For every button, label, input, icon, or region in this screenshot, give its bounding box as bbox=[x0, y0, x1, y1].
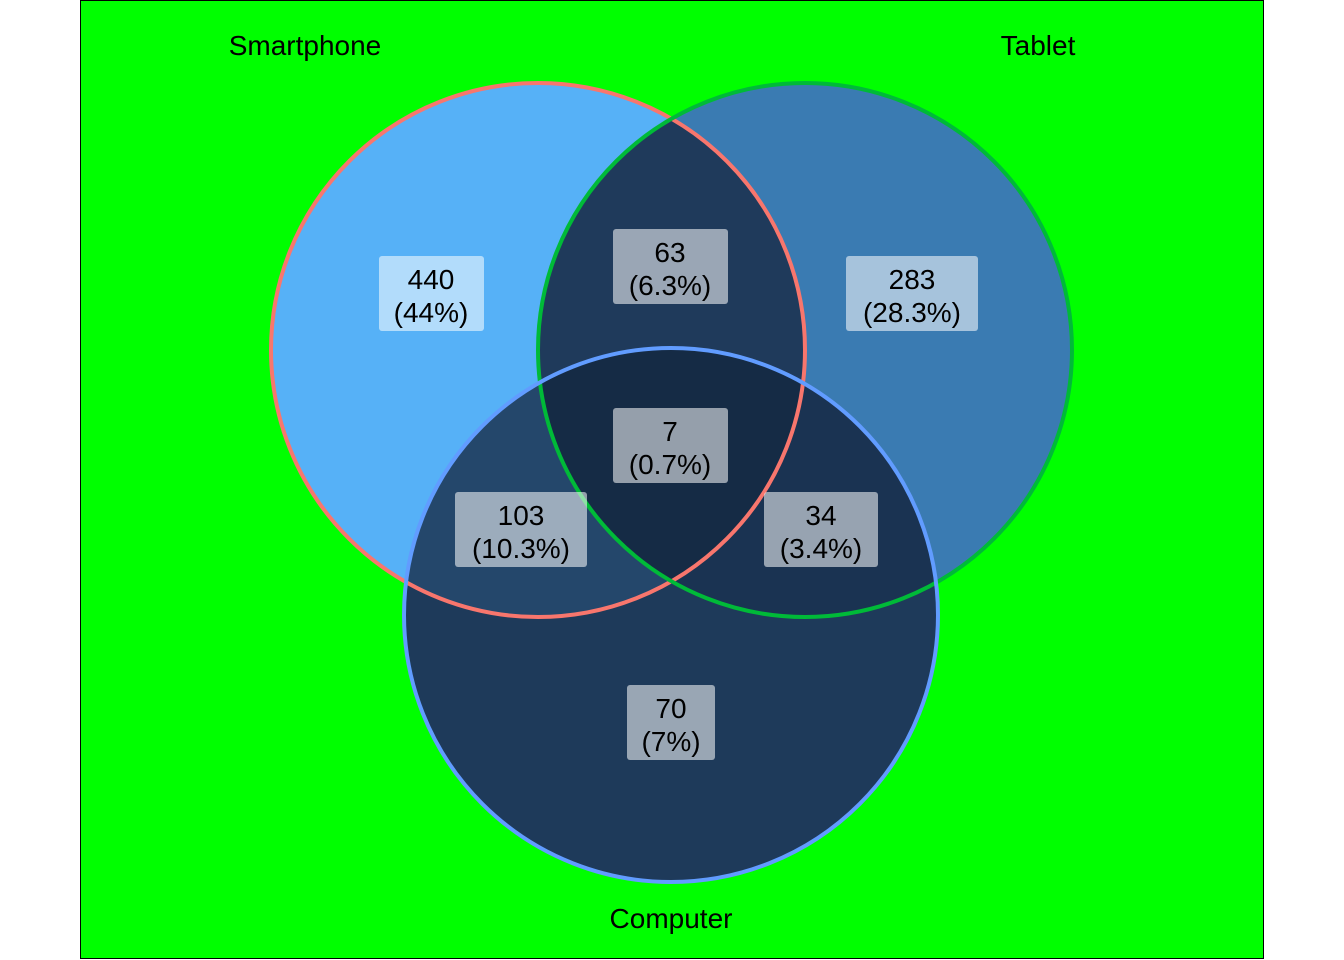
region-count: 63 bbox=[654, 237, 685, 268]
set-label-computer: Computer bbox=[610, 903, 733, 934]
region-label-all-three: 7 (0.7%) bbox=[613, 408, 728, 483]
region-label-box bbox=[455, 492, 587, 567]
region-percent: (28.3%) bbox=[863, 297, 961, 328]
region-count: 283 bbox=[889, 264, 936, 295]
set-label-tablet: Tablet bbox=[1001, 30, 1076, 61]
region-label-smartphone-tablet: 63 (6.3%) bbox=[613, 229, 728, 304]
region-label-box bbox=[613, 408, 728, 483]
region-count: 440 bbox=[408, 264, 455, 295]
region-count: 34 bbox=[805, 500, 836, 531]
region-label-box bbox=[846, 256, 978, 331]
region-percent: (44%) bbox=[394, 297, 469, 328]
region-label-box bbox=[613, 229, 728, 304]
computer-circle bbox=[402, 346, 940, 884]
smartphone-circle bbox=[269, 81, 807, 619]
region-label-tablet-only: 283 (28.3%) bbox=[846, 256, 978, 331]
region-count: 7 bbox=[662, 416, 678, 447]
region-label-box bbox=[764, 492, 878, 567]
region-percent: (7%) bbox=[641, 726, 700, 757]
region-label-computer-only: 70 (7%) bbox=[627, 685, 715, 760]
region-percent: (3.4%) bbox=[780, 533, 862, 564]
region-count: 103 bbox=[498, 500, 545, 531]
region-label-tablet-computer: 34 (3.4%) bbox=[764, 492, 878, 567]
region-label-smartphone-computer: 103 (10.3%) bbox=[455, 492, 587, 567]
set-label-smartphone: Smartphone bbox=[229, 30, 382, 61]
region-count: 70 bbox=[655, 693, 686, 724]
tablet-circle bbox=[536, 81, 1074, 619]
region-label-smartphone-only: 440 (44%) bbox=[379, 256, 484, 331]
region-percent: (0.7%) bbox=[629, 449, 711, 480]
region-percent: (6.3%) bbox=[629, 270, 711, 301]
region-label-box bbox=[627, 685, 715, 760]
region-label-box bbox=[379, 256, 484, 331]
region-percent: (10.3%) bbox=[472, 533, 570, 564]
